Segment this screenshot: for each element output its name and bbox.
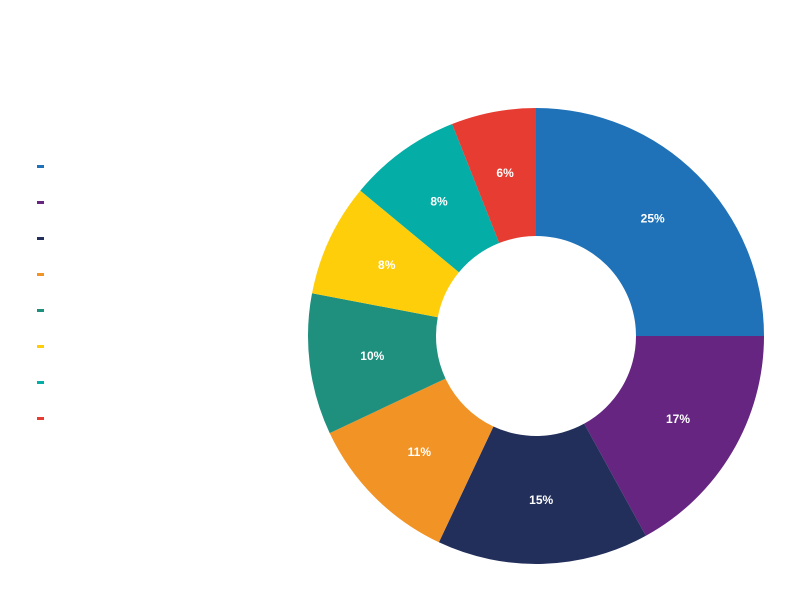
donut-slice xyxy=(360,124,500,273)
donut-slice xyxy=(308,293,446,434)
legend-marker xyxy=(37,381,44,384)
legend-marker xyxy=(37,237,44,240)
slice-label: 25% xyxy=(641,211,665,225)
donut-slice xyxy=(329,378,494,543)
legend-marker xyxy=(37,165,44,168)
slice-label: 8% xyxy=(378,258,396,272)
legend-marker xyxy=(37,309,44,312)
legend-marker xyxy=(37,345,44,348)
donut-slice xyxy=(452,108,536,244)
slice-label: 17% xyxy=(666,412,690,426)
legend-marker xyxy=(37,201,44,204)
slice-label: 6% xyxy=(496,166,514,180)
donut-slice xyxy=(536,108,764,336)
legend-marker xyxy=(37,273,44,276)
donut-slice xyxy=(438,423,646,564)
donut-slice xyxy=(312,190,459,318)
slice-label: 8% xyxy=(430,195,448,209)
slice-label: 15% xyxy=(529,493,553,507)
legend-marker xyxy=(37,417,44,420)
slice-label: 10% xyxy=(360,349,384,363)
slice-label: 11% xyxy=(408,445,432,459)
donut-slice xyxy=(584,336,764,536)
